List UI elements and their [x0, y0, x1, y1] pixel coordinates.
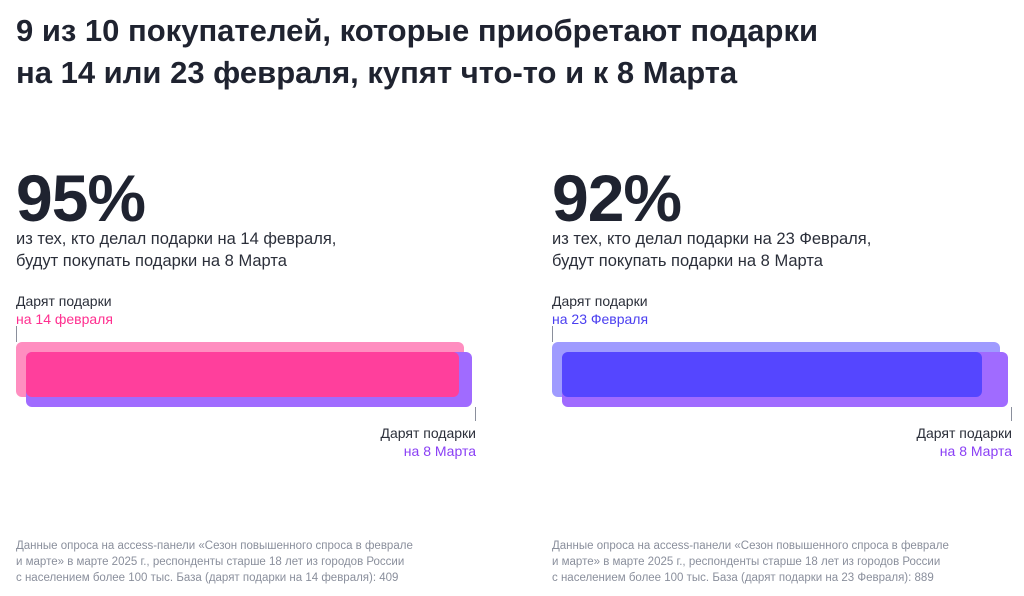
chart-panel-feb14: 95% из тех, кто делал подарки на 14 февр…	[16, 0, 476, 596]
top-label-line-2: на 14 февраля	[16, 311, 113, 327]
note-line-3: с населением более 100 тыс. База (дарят …	[552, 572, 934, 584]
percent-description: из тех, кто делал подарки на 23 Февраля,…	[552, 228, 1012, 272]
top-label-line-1: Дарят подарки	[16, 293, 112, 309]
description-line-1: из тех, кто делал подарки на 14 февраля,	[16, 230, 337, 248]
description-line-1: из тех, кто делал подарки на 23 Февраля,	[552, 230, 872, 248]
bottom-label-tick	[1011, 407, 1012, 421]
page-title: 9 из 10 покупателей, которые приобретают…	[16, 10, 1006, 94]
bottom-series-label: Дарят подарки на 8 Марта	[916, 424, 1012, 460]
top-series-label: Дарят подарки на 23 Февраля	[552, 292, 648, 328]
bottom-series-label: Дарят подарки на 8 Марта	[380, 424, 476, 460]
top-label-line-1: Дарят подарки	[552, 293, 648, 309]
bar-overlap	[562, 352, 982, 397]
page-title-line-1: 9 из 10 покупателей, которые приобретают…	[16, 13, 819, 48]
top-label-tick	[16, 326, 17, 342]
bottom-label-line-1: Дарят подарки	[380, 425, 476, 441]
bar-overlap	[26, 352, 459, 397]
top-label-line-2: на 23 Февраля	[552, 311, 649, 327]
note-line-2: и марте» в марте 2025 г., респонденты ст…	[16, 556, 405, 568]
chart-panel-feb23: 92% из тех, кто делал подарки на 23 Февр…	[552, 0, 1012, 596]
top-label-tick	[552, 326, 553, 342]
note-line-1: Данные опроса на access-панели «Сезон по…	[552, 540, 949, 552]
description-line-2: будут покупать подарки на 8 Марта	[16, 252, 287, 270]
description-line-2: будут покупать подарки на 8 Марта	[552, 252, 823, 270]
bottom-label-line-1: Дарят подарки	[916, 425, 1012, 441]
source-note: Данные опроса на access-панели «Сезон по…	[16, 538, 476, 586]
bottom-label-line-2: на 8 Марта	[939, 443, 1012, 459]
top-series-label: Дарят подарки на 14 февраля	[16, 292, 113, 328]
percent-value: 95%	[16, 161, 146, 235]
percent-value: 92%	[552, 161, 682, 235]
page-title-line-2: на 14 или 23 февраля, купят что-то и к 8…	[16, 55, 738, 90]
percent-description: из тех, кто делал подарки на 14 февраля,…	[16, 228, 476, 272]
source-note: Данные опроса на access-панели «Сезон по…	[552, 538, 1012, 586]
bottom-label-line-2: на 8 Марта	[403, 443, 476, 459]
note-line-2: и марте» в марте 2025 г., респонденты ст…	[552, 556, 941, 568]
note-line-3: с населением более 100 тыс. База (дарят …	[16, 572, 399, 584]
bottom-label-tick	[475, 407, 476, 421]
note-line-1: Данные опроса на access-панели «Сезон по…	[16, 540, 413, 552]
